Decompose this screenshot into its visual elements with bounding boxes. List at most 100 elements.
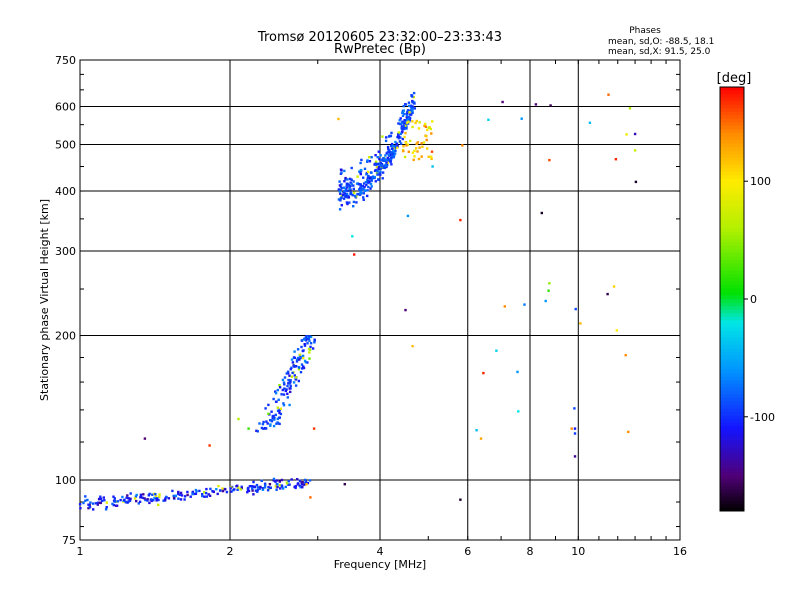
e-trace-point bbox=[153, 496, 156, 500]
f2-trace-point bbox=[373, 169, 377, 172]
f2-trace-point bbox=[388, 159, 391, 162]
colorbar-band bbox=[720, 267, 744, 272]
f2-trace-point bbox=[378, 157, 381, 161]
f1-trace-point bbox=[293, 350, 296, 353]
f2-trace-point bbox=[350, 192, 353, 195]
f2-trace-point bbox=[358, 188, 361, 191]
colorbar-band bbox=[720, 263, 744, 268]
e-trace-point bbox=[198, 489, 201, 493]
e-trace-point bbox=[152, 499, 155, 502]
f2-trace-point bbox=[347, 194, 350, 198]
f2-x-trace-point bbox=[402, 149, 405, 153]
f1-trace-point bbox=[276, 421, 279, 424]
f1-trace-point bbox=[256, 430, 259, 433]
f2-x-trace-point bbox=[405, 144, 408, 147]
x-tick-label: 16 bbox=[673, 545, 687, 558]
e-trace-point bbox=[99, 497, 103, 500]
e-trace-point bbox=[129, 492, 132, 495]
f1-trace-point bbox=[274, 400, 278, 403]
f1-trace-point bbox=[289, 379, 292, 382]
colorbar-band bbox=[720, 270, 744, 275]
f2-trace-point bbox=[392, 149, 395, 153]
colorbar-band bbox=[720, 260, 744, 265]
e-trace-point bbox=[192, 492, 196, 496]
f2-x-trace-point bbox=[411, 151, 415, 154]
f2-trace-point bbox=[388, 149, 391, 152]
f1-trace-point bbox=[296, 348, 300, 351]
f2-trace-point bbox=[406, 109, 410, 112]
f2-trace-point bbox=[376, 170, 379, 173]
e-trace-point bbox=[164, 497, 167, 500]
f2-x-trace-point bbox=[416, 150, 419, 153]
e-trace-point bbox=[240, 486, 243, 490]
e-trace-point bbox=[300, 483, 304, 486]
e-trace-point bbox=[284, 485, 287, 489]
f1-trace-point bbox=[278, 384, 281, 387]
f2-trace-point bbox=[379, 163, 383, 166]
e-trace-point bbox=[301, 481, 304, 484]
colorbar-band bbox=[720, 175, 744, 180]
colorbar-title: [deg] bbox=[717, 71, 752, 86]
f1-trace-point bbox=[291, 371, 294, 375]
f2-trace-point bbox=[345, 189, 348, 192]
e-trace-point bbox=[119, 498, 122, 502]
f2-trace-point bbox=[353, 191, 356, 195]
f1-trace-point bbox=[300, 363, 304, 366]
f1-trace-point bbox=[286, 392, 289, 395]
colorbar-band bbox=[720, 465, 744, 470]
f2-x-trace-point bbox=[417, 157, 421, 161]
f2-x-trace-point bbox=[403, 135, 406, 139]
scatter-point bbox=[411, 345, 414, 348]
e-trace-point bbox=[113, 497, 116, 500]
e-trace-point bbox=[139, 493, 143, 496]
e-trace-point bbox=[264, 484, 267, 487]
e-trace-point bbox=[255, 483, 259, 487]
f2-trace-point bbox=[401, 120, 404, 123]
f2-trace-point bbox=[343, 194, 346, 197]
f1-trace-point bbox=[276, 388, 279, 392]
f2-trace-point bbox=[366, 194, 369, 198]
f2-trace-point bbox=[392, 156, 395, 159]
f1-trace-point bbox=[271, 417, 274, 420]
colorbar-band bbox=[720, 440, 744, 445]
e-trace-point bbox=[268, 486, 272, 489]
colorbar-band bbox=[720, 154, 744, 159]
colorbar-band bbox=[720, 302, 744, 307]
e-trace-point bbox=[148, 501, 151, 505]
f2-x-trace-point bbox=[418, 121, 421, 124]
e-trace-point bbox=[263, 486, 267, 489]
colorbar-band bbox=[720, 327, 744, 332]
e-trace-point bbox=[239, 488, 242, 491]
f1-trace-point bbox=[307, 337, 310, 341]
f2-trace-point bbox=[376, 166, 379, 169]
f2-trace-point bbox=[370, 185, 373, 188]
e-trace-point bbox=[298, 479, 302, 482]
e-trace-point bbox=[135, 499, 138, 503]
e-trace-point bbox=[177, 492, 180, 496]
f1-trace-point bbox=[295, 376, 298, 379]
e-trace-point bbox=[167, 497, 171, 500]
f2-trace-point bbox=[381, 171, 385, 174]
colorbar-band bbox=[720, 390, 744, 395]
f1-trace-point bbox=[284, 389, 287, 393]
f1-trace-point bbox=[288, 387, 291, 390]
f1-trace-point bbox=[313, 338, 316, 341]
f2-trace-point bbox=[340, 187, 343, 190]
f1-trace-point bbox=[289, 368, 292, 371]
e-trace-point bbox=[121, 495, 124, 499]
f2-trace-point bbox=[341, 193, 345, 197]
colorbar-band bbox=[720, 320, 744, 325]
e-trace-point bbox=[256, 490, 259, 493]
f1-trace-point bbox=[285, 388, 288, 391]
f2-x-trace-point bbox=[431, 120, 434, 123]
f2-trace-point bbox=[386, 145, 390, 149]
colorbar-band bbox=[720, 274, 744, 279]
scatter-point bbox=[540, 211, 543, 215]
e-trace-point bbox=[296, 482, 299, 486]
scatter-point bbox=[503, 305, 506, 308]
f2-trace-point bbox=[370, 179, 373, 182]
f1-trace-point bbox=[264, 427, 268, 430]
f2-trace-point bbox=[401, 125, 404, 128]
f2-trace-point bbox=[349, 181, 352, 184]
colorbar-band bbox=[720, 94, 744, 99]
